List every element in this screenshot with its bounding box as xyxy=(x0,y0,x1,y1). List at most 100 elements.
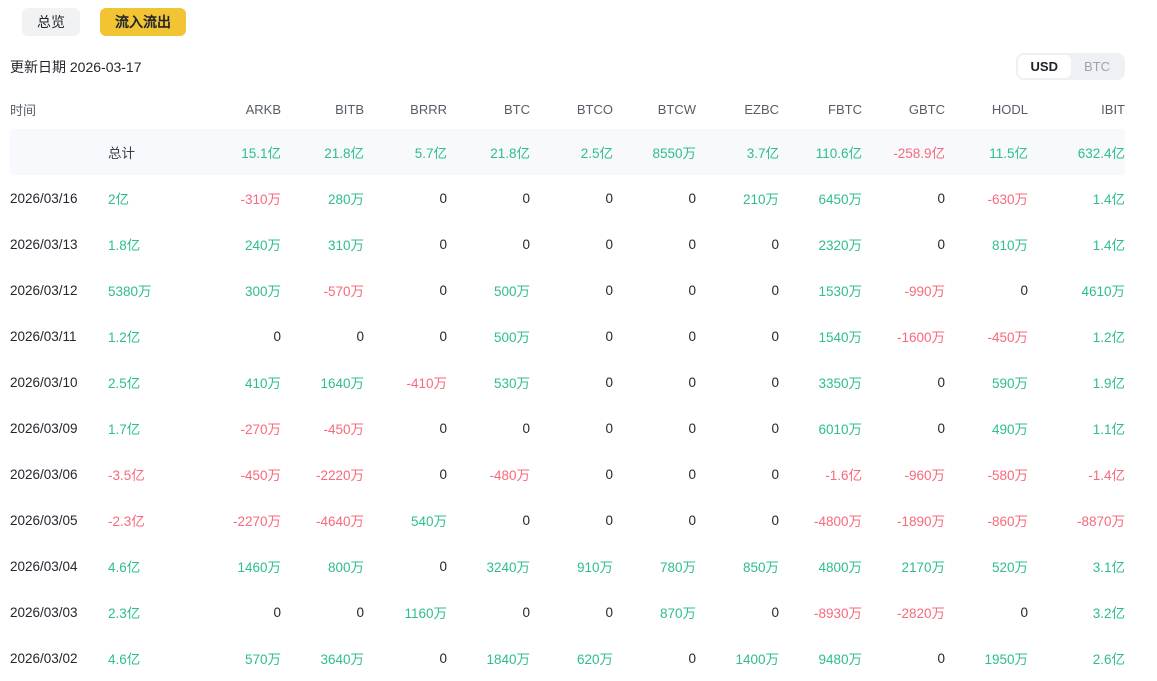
currency-option-btc[interactable]: BTC xyxy=(1071,55,1123,78)
date-cell: 2026/03/09 xyxy=(10,420,78,436)
value-cell-gbtc: -960万 xyxy=(904,468,945,483)
tab-inflow-outflow[interactable]: 流入流出 xyxy=(100,8,186,36)
column-header-fbtc: FBTC xyxy=(828,102,862,117)
value-cell-ibit: 1.2亿 xyxy=(1092,330,1125,345)
daily-total-cell: 4.6亿 xyxy=(108,560,141,575)
value-cell-bitb: 3640万 xyxy=(320,652,364,667)
value-cell-btcw: 0 xyxy=(688,374,696,390)
daily-total-cell: 2.3亿 xyxy=(108,606,141,621)
date-cell: 2026/03/02 xyxy=(10,650,78,666)
column-header-ibit: IBIT xyxy=(1101,102,1125,117)
daily-total-cell: 1.7亿 xyxy=(108,422,141,437)
total-cell-ezbc: 3.7亿 xyxy=(696,129,779,175)
column-header-time: 时间 xyxy=(10,103,37,118)
table-row: 2026/03/10 2.5亿 410万 1640万 -410万 530万 0 0 0 3350万… xyxy=(10,359,1125,405)
value-cell-hodl: 810万 xyxy=(991,238,1028,253)
value-cell-btc: 0 xyxy=(522,420,530,436)
value-cell-brrr: 0 xyxy=(439,282,447,298)
value-cell-btco: 0 xyxy=(605,190,613,206)
value-cell-gbtc: -1600万 xyxy=(896,330,945,345)
daily-total-cell: -2.3亿 xyxy=(108,514,145,529)
value-cell-btcw: 0 xyxy=(688,236,696,252)
value-cell-fbtc: 2320万 xyxy=(818,238,862,253)
value-cell-arkb: 240万 xyxy=(244,238,281,253)
value-cell-hodl: -630万 xyxy=(987,192,1028,207)
value-cell-ezbc: 0 xyxy=(771,236,779,252)
value-cell-ibit: 3.2亿 xyxy=(1092,606,1125,621)
daily-total-cell: -3.5亿 xyxy=(108,468,145,483)
date-cell: 2026/03/10 xyxy=(10,374,78,390)
value-cell-ezbc: 1400万 xyxy=(735,652,779,667)
value-cell-btco: 0 xyxy=(605,466,613,482)
table-row: 2026/03/16 2亿 -310万 280万 0 0 0 0 210万 6450万 0 -630万… xyxy=(10,175,1125,221)
column-header-daily-total xyxy=(108,92,198,129)
value-cell-ibit: 3.1亿 xyxy=(1092,560,1125,575)
value-cell-btc: 1840万 xyxy=(486,652,530,667)
date-cell: 2026/03/11 xyxy=(10,328,77,344)
value-cell-hodl: 0 xyxy=(1020,282,1028,298)
total-cell-btc: 21.8亿 xyxy=(447,129,530,175)
value-cell-ibit: 1.9亿 xyxy=(1092,376,1125,391)
value-cell-btco: 620万 xyxy=(576,652,613,667)
value-cell-ibit: -8870万 xyxy=(1076,514,1125,529)
value-cell-ezbc: 0 xyxy=(771,466,779,482)
value-cell-btc: 530万 xyxy=(493,376,530,391)
table-row: 2026/03/06 -3.5亿 -450万 -2220万 0 -480万 0 0 0 -1.6亿… xyxy=(10,451,1125,497)
value-cell-btcw: 0 xyxy=(688,420,696,436)
value-cell-hodl: 490万 xyxy=(991,422,1028,437)
value-cell-fbtc: 4800万 xyxy=(818,560,862,575)
date-cell: 2026/03/13 xyxy=(10,236,78,252)
total-cell-arkb: 15.1亿 xyxy=(198,129,281,175)
total-cell-btcw: 8550万 xyxy=(613,129,696,175)
table-row: 2026/03/05 -2.3亿 -2270万 -4640万 540万 0 0 0 0 -4800… xyxy=(10,497,1125,543)
column-header-btco: BTCO xyxy=(576,102,613,117)
date-cell: 2026/03/16 xyxy=(10,190,78,206)
value-cell-brrr: 0 xyxy=(439,650,447,666)
daily-total-cell: 1.2亿 xyxy=(108,330,141,345)
value-cell-hodl: -580万 xyxy=(987,468,1028,483)
value-cell-ibit: -1.4亿 xyxy=(1088,468,1125,483)
total-cell-btco: 2.5亿 xyxy=(530,129,613,175)
value-cell-btcw: 0 xyxy=(688,190,696,206)
total-cell-gbtc: -258.9亿 xyxy=(862,129,945,175)
value-cell-btco: 0 xyxy=(605,512,613,528)
value-cell-bitb: -4640万 xyxy=(315,514,364,529)
value-cell-bitb: -2220万 xyxy=(315,468,364,483)
date-cell: 2026/03/05 xyxy=(10,512,78,528)
total-cell-ibit: 632.4亿 xyxy=(1028,129,1125,175)
currency-toggle: USD BTC xyxy=(1015,53,1125,80)
table-row: 2026/03/03 2.3亿 0 0 1160万 0 0 870万 0 -8930万 -2820万… xyxy=(10,589,1125,635)
value-cell-arkb: 0 xyxy=(273,604,281,620)
value-cell-hodl: -450万 xyxy=(987,330,1028,345)
value-cell-btcw: 780万 xyxy=(659,560,696,575)
table-row: 2026/03/12 5380万 300万 -570万 0 500万 0 0 0 1530万 -99… xyxy=(10,267,1125,313)
table-row: 2026/03/11 1.2亿 0 0 0 500万 0 0 0 1540万 -1600万 -450万… xyxy=(10,313,1125,359)
value-cell-brrr: 0 xyxy=(439,466,447,482)
value-cell-bitb: 0 xyxy=(356,604,364,620)
column-header-ezbc: EZBC xyxy=(744,102,779,117)
value-cell-gbtc: -2820万 xyxy=(896,606,945,621)
value-cell-brrr: 0 xyxy=(439,558,447,574)
value-cell-gbtc: 0 xyxy=(937,420,945,436)
table-row: 2026/03/02 4.6亿 570万 3640万 0 1840万 620万 0 1400万 9… xyxy=(10,635,1125,681)
value-cell-btc: 0 xyxy=(522,236,530,252)
currency-option-usd[interactable]: USD xyxy=(1017,55,1071,78)
value-cell-bitb: -450万 xyxy=(323,422,364,437)
update-date: 更新日期 2026-03-17 xyxy=(10,58,142,75)
value-cell-btco: 0 xyxy=(605,236,613,252)
value-cell-btc: 0 xyxy=(522,512,530,528)
date-cell: 2026/03/03 xyxy=(10,604,78,620)
daily-total-cell: 1.8亿 xyxy=(108,238,141,253)
value-cell-ezbc: 0 xyxy=(771,604,779,620)
value-cell-btcw: 870万 xyxy=(659,606,696,621)
value-cell-brrr: 0 xyxy=(439,420,447,436)
total-cell-bitb: 21.8亿 xyxy=(281,129,364,175)
total-row-time-cell xyxy=(10,129,108,175)
value-cell-bitb: -570万 xyxy=(323,284,364,299)
value-cell-hodl: 1950万 xyxy=(984,652,1028,667)
daily-total-cell: 5380万 xyxy=(108,284,152,299)
tab-overview[interactable]: 总览 xyxy=(22,8,80,36)
total-cell-fbtc: 110.6亿 xyxy=(779,129,862,175)
value-cell-brrr: 540万 xyxy=(410,514,447,529)
value-cell-arkb: 410万 xyxy=(244,376,281,391)
